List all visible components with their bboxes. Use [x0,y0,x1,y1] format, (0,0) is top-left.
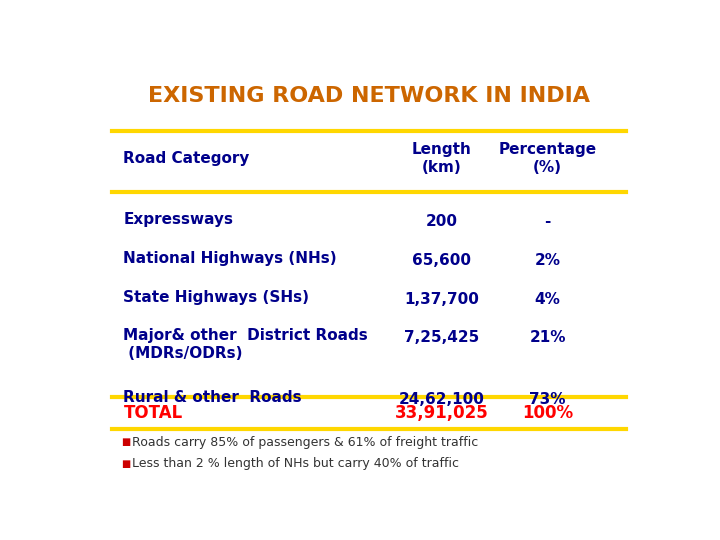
Text: 200: 200 [426,214,457,230]
Text: 7,25,425: 7,25,425 [404,330,480,346]
Text: 21%: 21% [529,330,566,346]
Text: Length
(km): Length (km) [412,142,472,174]
Text: 1,37,700: 1,37,700 [404,292,479,307]
Text: EXISTING ROAD NETWORK IN INDIA: EXISTING ROAD NETWORK IN INDIA [148,85,590,106]
Text: -: - [544,214,551,230]
Text: 100%: 100% [522,404,573,422]
Text: National Highways (NHs): National Highways (NHs) [124,251,337,266]
Text: 33,91,025: 33,91,025 [395,404,488,422]
Text: Percentage
(%): Percentage (%) [498,142,597,174]
Text: Road Category: Road Category [124,151,250,166]
Text: Less than 2 % length of NHs but carry 40% of traffic: Less than 2 % length of NHs but carry 40… [132,457,459,470]
Text: Expressways: Expressways [124,212,233,227]
Text: 65,600: 65,600 [412,253,471,268]
Text: ■: ■ [121,437,130,447]
Text: Major& other  District Roads
 (MDRs/ODRs): Major& other District Roads (MDRs/ODRs) [124,328,368,361]
Text: 4%: 4% [535,292,560,307]
Text: TOTAL: TOTAL [124,404,183,422]
Text: 24,62,100: 24,62,100 [399,393,485,407]
Text: 2%: 2% [534,253,561,268]
Text: State Highways (SHs): State Highways (SHs) [124,290,310,305]
Text: Rural & other  Roads: Rural & other Roads [124,390,302,406]
Text: ■: ■ [121,459,130,469]
Text: Roads carry 85% of passengers & 61% of freight traffic: Roads carry 85% of passengers & 61% of f… [132,436,478,449]
Text: 73%: 73% [529,393,566,407]
